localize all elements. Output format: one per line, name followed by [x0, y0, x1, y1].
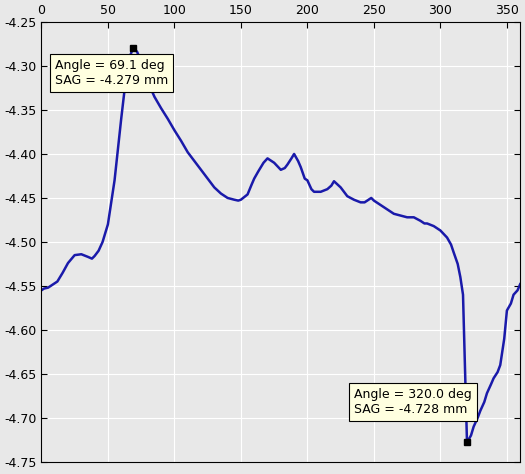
Text: Angle = 69.1 deg
SAG = -4.279 mm: Angle = 69.1 deg SAG = -4.279 mm — [55, 59, 168, 87]
Text: Angle = 320.0 deg
SAG = -4.728 mm: Angle = 320.0 deg SAG = -4.728 mm — [354, 389, 471, 417]
